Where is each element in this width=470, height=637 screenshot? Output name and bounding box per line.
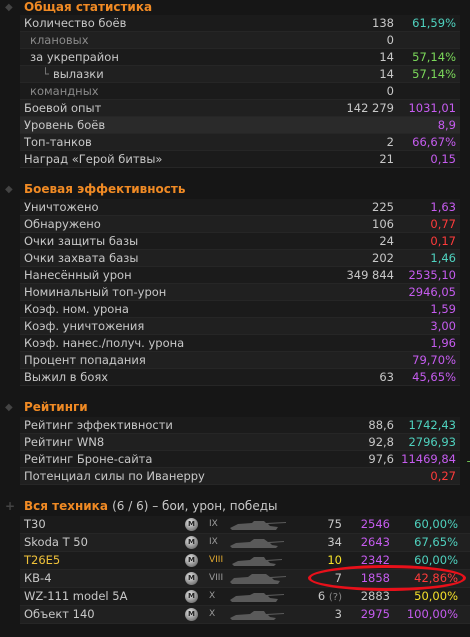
stat-row-experience: Боевой опыт 142 279 1031,01 <box>20 100 460 117</box>
section-ratings-header[interactable]: ◆ Рейтинги <box>0 400 470 417</box>
section-title: Вся техника <box>24 499 108 513</box>
vehicle-row[interactable]: Skoda T 50 M IX 34 2643 67,65% <box>20 534 470 552</box>
info-question-icon[interactable]: (?) <box>328 592 342 603</box>
tank-silhouette-icon <box>230 574 286 584</box>
rating-row-wn8: Рейтинг WN8 92,8 2796,93 <box>20 434 460 451</box>
mastery-badge-icon: M <box>185 554 198 567</box>
stat-row-battle-tier: Уровень боёв 8,9 <box>20 117 460 134</box>
section-subtitle: (6 / 6) – бои, урон, победы <box>112 499 278 513</box>
stat-row-survived: Выжил в боях 63 45,65% <box>20 369 460 386</box>
mastery-badge-icon: M <box>185 518 198 531</box>
stat-row-damage-coef: Коэф. ном. урона 1,59 <box>20 301 460 318</box>
highlight-ellipse <box>308 565 466 591</box>
stat-row-spotted: Обнаружено 106 0,77 <box>20 216 460 233</box>
stat-row-stronghold: за укрепрайон 14 57,14% <box>20 49 460 66</box>
section-title: Общая статистика <box>24 0 153 14</box>
vehicle-row[interactable]: WZ-111 model 5A M X 6 (?) 2883 50,00% <box>20 588 470 606</box>
stat-row-sorties: └ вылазки 14 57,14% <box>20 66 460 83</box>
tree-branch-icon: └ <box>42 67 49 81</box>
stat-row-defense: Очки защиты базы 24 0,17 <box>20 233 460 250</box>
mastery-badge-icon: M <box>185 572 198 585</box>
mastery-badge-icon: M <box>185 590 198 603</box>
section-title: Боевая эффективность <box>24 182 186 196</box>
stat-row-kill-coef: Коэф. уничтожения 3,00 <box>20 318 460 335</box>
section-vehicles-header[interactable]: + Вся техника (6 / 6) – бои, урон, побед… <box>0 499 470 516</box>
section-general-header[interactable]: ◆ Общая статистика <box>0 0 470 17</box>
mastery-badge-icon: M <box>185 608 198 621</box>
tank-silhouette-icon <box>230 539 284 548</box>
overflow-mark: + <box>466 455 470 468</box>
stat-row-dealt-received: Коэф. нанес./получ. урона 1,96 <box>20 335 460 352</box>
tank-silhouette-icon <box>230 521 286 530</box>
vehicle-row[interactable]: Объект 140 M X 3 2975 100,00% <box>20 606 470 624</box>
stat-row-destroyed: Уничтожено 225 1,63 <box>20 199 460 216</box>
stat-row-battles: Количество боёв 138 61,59% <box>20 15 460 32</box>
section-title: Рейтинги <box>24 400 88 414</box>
stat-row-clan: клановых 0 <box>20 32 460 49</box>
tank-silhouette-icon <box>232 557 282 566</box>
rating-row-efficiency: Рейтинг эффективности 88,6 1742,43 <box>20 417 460 434</box>
stat-row-capture: Очки захвата базы 202 1,46 <box>20 250 460 267</box>
stat-row-damage: Нанесённый урон 349 844 2535,10 <box>20 267 460 284</box>
section-efficiency-header[interactable]: ◆ Боевая эффективность <box>0 182 470 199</box>
collapse-bullet-icon[interactable]: ◆ <box>5 2 13 13</box>
expand-plus-icon[interactable]: + <box>5 499 16 513</box>
collapse-bullet-icon[interactable]: ◆ <box>5 402 13 413</box>
tank-silhouette-icon <box>230 611 284 620</box>
rating-row-ivanerr: Потенциал силы по Иванерру 0,27 <box>20 468 460 485</box>
vehicle-row[interactable]: T30 M IX 75 2546 60,00% <box>20 516 470 534</box>
tank-silhouette-icon <box>230 593 284 602</box>
stat-row-team: командных 0 <box>20 83 460 100</box>
stat-row-top-tanks: Топ-танков 2 66,67% <box>20 134 460 151</box>
stat-row-hit-rate: Процент попадания 79,70% <box>20 352 460 369</box>
rating-row-armor-site: Рейтинг Броне-сайта 97,6 11469,84 <box>20 451 460 468</box>
stat-row-hero-awards: Наград «Герой битвы» 21 0,15 <box>20 151 460 168</box>
mastery-badge-icon: M <box>185 536 198 549</box>
collapse-bullet-icon[interactable]: ◆ <box>5 184 13 195</box>
stat-row-nominal-damage: Номинальный топ-урон 2946,05 <box>20 284 460 301</box>
